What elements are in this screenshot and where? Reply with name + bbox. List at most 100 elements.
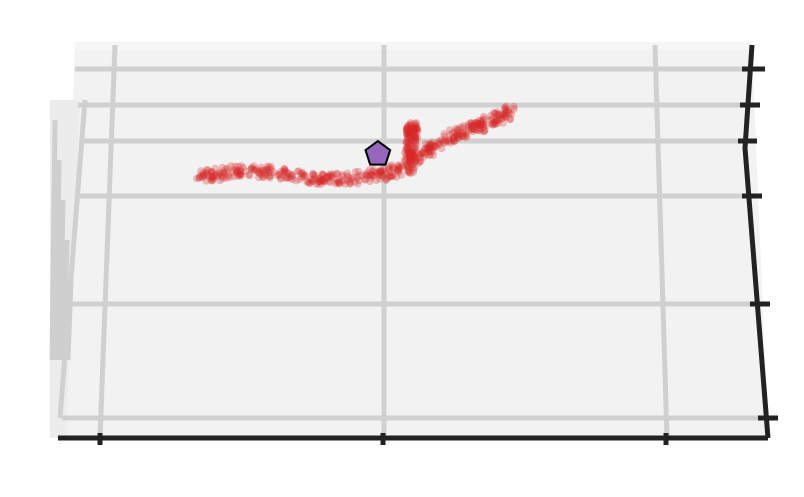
scatter-point bbox=[395, 168, 403, 176]
scatter-point bbox=[257, 170, 266, 179]
scatter-point bbox=[410, 132, 419, 140]
scatter-point bbox=[219, 168, 227, 176]
scatter-point bbox=[403, 128, 412, 137]
scatter-point bbox=[411, 125, 420, 133]
scatter-point bbox=[362, 171, 371, 180]
scatter-point bbox=[409, 150, 417, 159]
scatter-point bbox=[449, 133, 458, 142]
scatter-point bbox=[402, 125, 411, 133]
scatter-point bbox=[411, 135, 420, 144]
scatter-point bbox=[505, 109, 514, 117]
scatter-point bbox=[429, 147, 437, 156]
scatter-point bbox=[288, 175, 297, 184]
scatter-point bbox=[234, 167, 242, 175]
scatter-point bbox=[408, 124, 417, 132]
scatter-point bbox=[418, 147, 427, 156]
scatter-point bbox=[425, 151, 434, 159]
scatter-point bbox=[407, 122, 415, 130]
scatter-point bbox=[408, 145, 417, 154]
scatter-point bbox=[387, 161, 396, 169]
scatter-point bbox=[404, 166, 413, 175]
scatter-point bbox=[402, 139, 411, 147]
scatter-point bbox=[385, 166, 394, 174]
scatter-point bbox=[280, 166, 289, 175]
scatter-point bbox=[463, 131, 471, 140]
scatter-point bbox=[449, 134, 458, 142]
highlight-markers bbox=[364, 139, 392, 166]
scatter-point bbox=[361, 176, 370, 184]
scatter-point bbox=[202, 166, 211, 174]
scatter-points bbox=[192, 102, 518, 188]
scatter-point bbox=[419, 153, 428, 161]
scatter-point bbox=[407, 148, 416, 156]
scatter-point bbox=[412, 139, 420, 147]
scatter-point bbox=[275, 170, 283, 179]
scatter-point bbox=[454, 133, 463, 141]
scatter-point bbox=[389, 164, 398, 173]
scatter-point bbox=[437, 136, 446, 144]
scatter-point bbox=[351, 168, 360, 176]
scatter-point bbox=[499, 111, 507, 119]
scatter-point bbox=[448, 129, 457, 137]
scatter-point bbox=[349, 173, 358, 182]
depth-edge-2 bbox=[57, 199, 66, 361]
scatter-point bbox=[478, 118, 486, 126]
scatter-point bbox=[506, 115, 515, 123]
scatter-point bbox=[405, 128, 413, 136]
scatter-point bbox=[450, 137, 458, 145]
scatter-point bbox=[345, 173, 354, 182]
scatter-point bbox=[502, 113, 511, 121]
scatter-point bbox=[430, 143, 439, 151]
scatter-point bbox=[432, 142, 440, 151]
scatter-point bbox=[428, 141, 436, 149]
scatter-point bbox=[260, 169, 269, 177]
scatter-point bbox=[355, 176, 364, 185]
scatter-point bbox=[491, 120, 499, 128]
scatter-point bbox=[298, 168, 307, 177]
scatter-point bbox=[260, 173, 268, 181]
scatter-point bbox=[394, 162, 403, 171]
scatter-point bbox=[411, 144, 419, 153]
scatter-point bbox=[429, 151, 438, 160]
scatter-point bbox=[404, 145, 412, 153]
scatter-point bbox=[195, 173, 204, 182]
top-pane-edge bbox=[75, 42, 752, 50]
scatter-point bbox=[458, 129, 466, 138]
scatter-point bbox=[401, 156, 410, 165]
scatter-point bbox=[239, 163, 247, 172]
scatter-point bbox=[404, 162, 412, 170]
scatter-point bbox=[403, 121, 412, 130]
scatter-point bbox=[377, 166, 385, 174]
scatter-point bbox=[480, 127, 489, 135]
scatter-point bbox=[477, 117, 485, 125]
scatter-point bbox=[488, 120, 496, 128]
scatter-point bbox=[410, 127, 418, 136]
scatter-point bbox=[407, 149, 416, 158]
scatter-point bbox=[346, 177, 354, 186]
scatter-point bbox=[279, 168, 288, 176]
scatter-point bbox=[416, 158, 424, 166]
scatter-point bbox=[405, 158, 413, 166]
scatter-point bbox=[233, 169, 242, 177]
scatter-point bbox=[388, 163, 397, 172]
scatter-point bbox=[233, 168, 241, 177]
scatter-point bbox=[235, 171, 244, 179]
scatter-point bbox=[315, 177, 323, 186]
scatter-point bbox=[395, 163, 404, 172]
scatter-point bbox=[383, 174, 392, 182]
scatter-point bbox=[263, 162, 272, 171]
scatter-point bbox=[199, 173, 207, 182]
scatter-point bbox=[192, 174, 201, 183]
scatter-point bbox=[408, 148, 417, 157]
scatter-point bbox=[229, 166, 238, 174]
scatter-point bbox=[267, 162, 275, 171]
scatter-point bbox=[474, 120, 482, 128]
scatter-point bbox=[470, 125, 479, 134]
scatter-point bbox=[282, 174, 291, 182]
scatter-point bbox=[199, 171, 208, 179]
scatter-point bbox=[476, 124, 484, 132]
scatter-point bbox=[412, 119, 421, 127]
scatter-point bbox=[425, 147, 434, 156]
scatter-point bbox=[380, 165, 388, 173]
scatter-point bbox=[377, 167, 385, 176]
